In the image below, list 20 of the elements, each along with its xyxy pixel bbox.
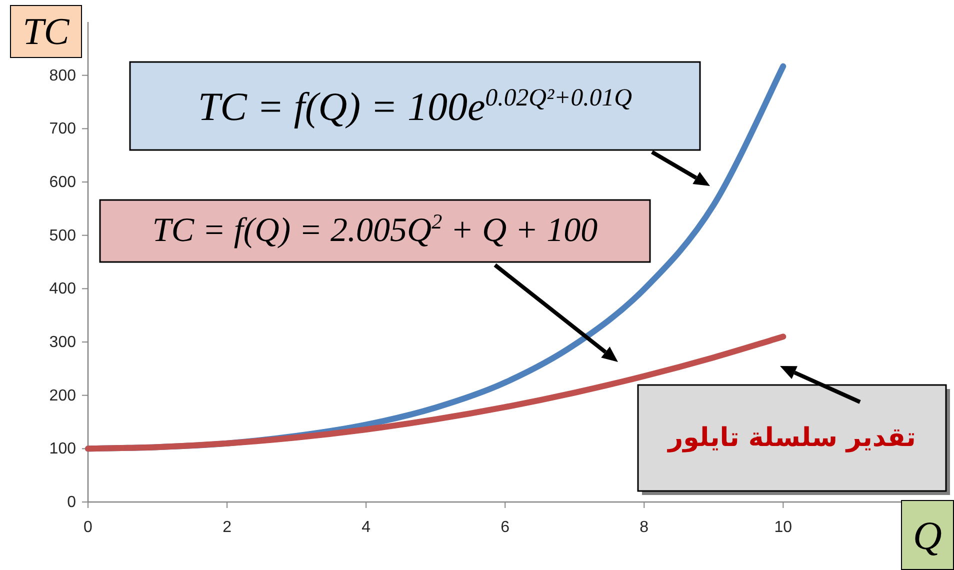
y-tick-label: 600 <box>49 174 76 191</box>
y-tick-label: 200 <box>49 387 76 404</box>
annotation: TC = f(Q) = 100e$^{0.02Q²+0.01Q}$ <box>198 82 632 130</box>
y-tick-label: 700 <box>49 120 76 138</box>
y-tick-label: 800 <box>49 67 76 84</box>
x-tick-label: 8 <box>640 519 649 536</box>
x-axis-title: Q <box>913 512 942 558</box>
y-tick-label: 100 <box>49 440 76 458</box>
y-tick-label: 300 <box>49 334 76 351</box>
y-tick-label: 0 <box>67 494 76 511</box>
y-tick-label: 500 <box>49 227 76 244</box>
x-tick-label: 2 <box>222 519 232 536</box>
y-axis-title: TC <box>22 10 70 54</box>
y-tick-label: 400 <box>49 280 76 298</box>
x-tick-label: 4 <box>362 519 371 536</box>
x-tick-label: 0 <box>84 519 93 536</box>
annotation: تقدير سلسلة تايلور <box>668 423 916 453</box>
x-tick-label: 6 <box>500 519 510 536</box>
x-tick-label: 10 <box>774 519 792 536</box>
annotation: TC = f(Q) = 2.005Q$^{2}$ + Q + 100 <box>152 210 598 250</box>
